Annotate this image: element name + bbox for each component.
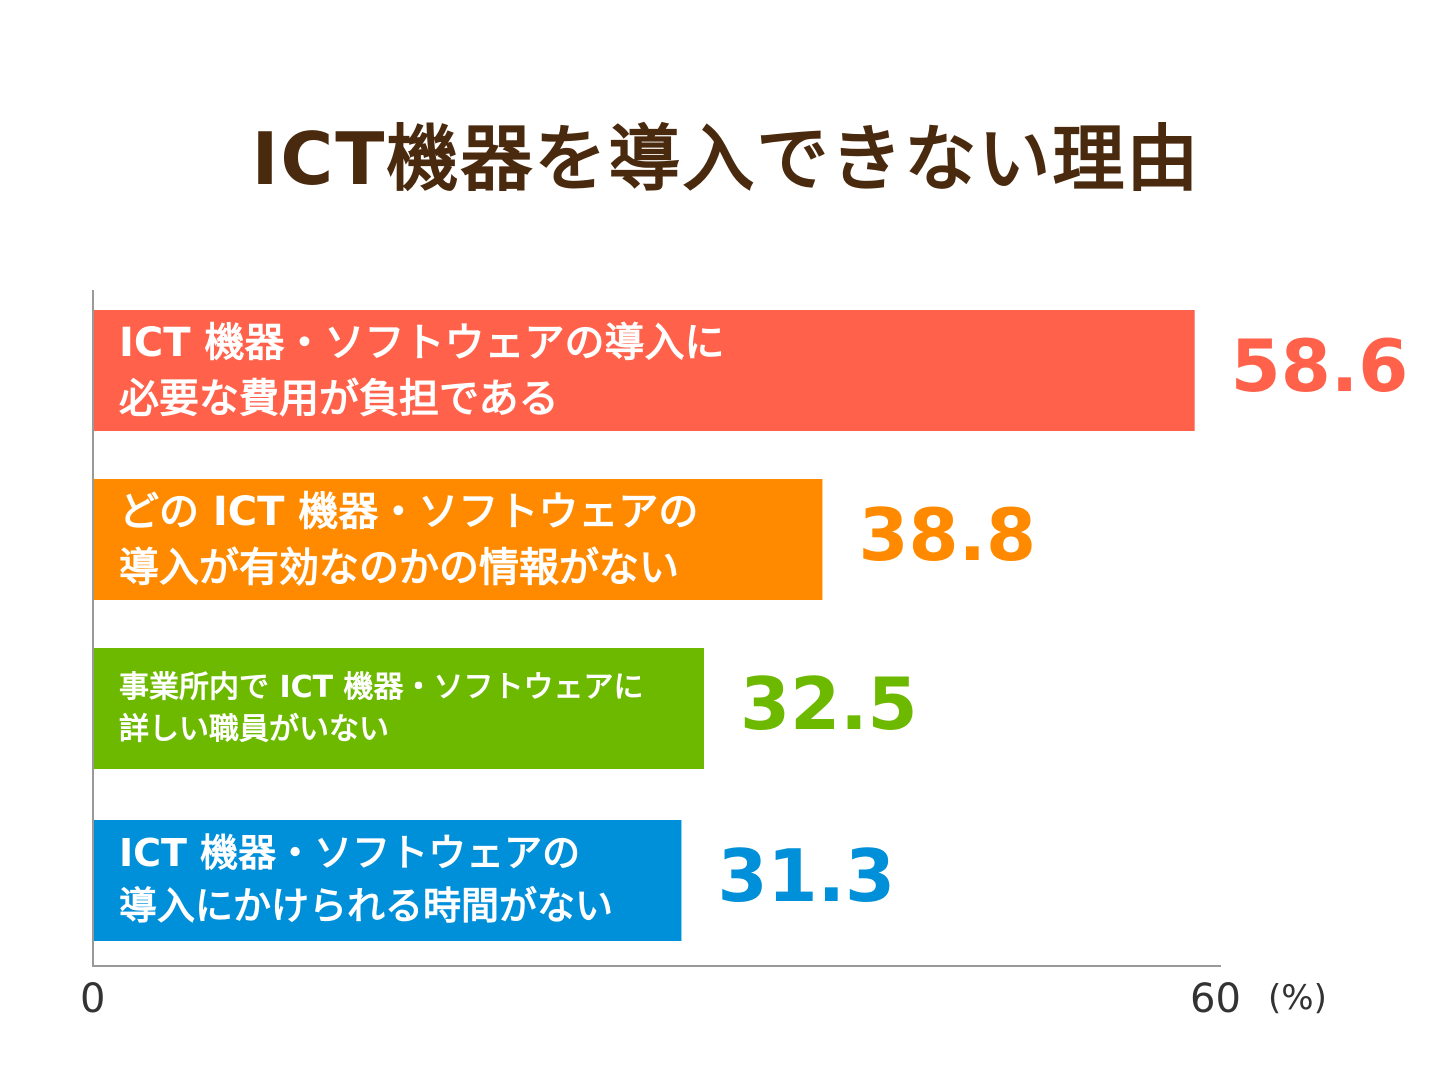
category-label: ICT 機器・ソフトウェアの 導入にかけられる時間がない [119, 831, 614, 929]
chart-title: ICT機器を導入できない理由 [251, 117, 1201, 201]
category-label: ICT 機器・ソフトウェアの導入に 必要な費用が負担である [119, 319, 725, 422]
category-label: どの ICT 機器・ソフトウェアの 導入が有効なのかの情報がない [119, 488, 699, 591]
bar-2 [93, 479, 823, 600]
bar-1 [93, 310, 1195, 431]
data-label: 31.3 [717, 834, 896, 918]
data-label: 58.6 [1230, 324, 1409, 408]
data-label: 32.5 [740, 662, 918, 746]
data-label: 38.8 [858, 493, 1037, 577]
x-unit: (%) [1268, 978, 1327, 1018]
x-tick-0: 0 [80, 976, 106, 1022]
x-tick-60: 60 [1190, 976, 1241, 1022]
bar-4 [93, 820, 682, 941]
category-label: 事業所内で ICT 機器・ソフトウェアに 詳しい職員がいない [119, 669, 644, 747]
bar-3 [93, 648, 704, 769]
